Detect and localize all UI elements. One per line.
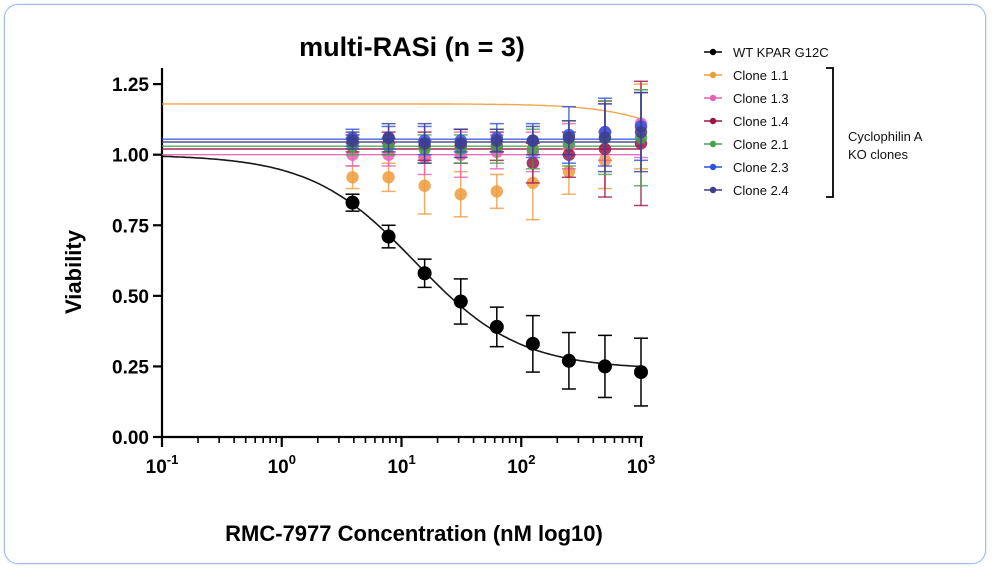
data-point (525, 336, 540, 351)
chart-title: multi-RASi (n = 3) (299, 32, 525, 62)
legend-label: Clone 1.4 (733, 114, 789, 129)
legend-marker (709, 186, 717, 194)
data-point (382, 131, 395, 144)
legend-label: Clone 1.1 (733, 68, 789, 83)
legend-marker (709, 94, 717, 102)
data-point (454, 188, 467, 201)
legend-marker (709, 71, 717, 79)
data-point (417, 266, 432, 281)
fit-curve (161, 155, 642, 368)
data-point (526, 134, 540, 147)
x-tick-label: 10-1 (146, 452, 179, 478)
bracket-label: Cyclophilin A (848, 129, 923, 144)
data-point (382, 171, 395, 184)
data-point (453, 294, 468, 309)
data-point (345, 195, 360, 210)
x-axis-label: RMC-7977 Concentration (nM log10) (225, 521, 603, 546)
y-tick-label: 0.25 (112, 357, 149, 378)
x-tick-label: 102 (507, 452, 535, 478)
legend-label: Clone 2.3 (733, 160, 789, 175)
legend-label: WT KPAR G12C (733, 45, 829, 60)
data-point (418, 179, 431, 192)
bracket-label: KO clones (848, 147, 908, 162)
data-point (490, 134, 504, 147)
fit-curve (162, 103, 642, 120)
data-point (634, 365, 648, 380)
legend-marker (709, 163, 717, 171)
x-tick-label: 100 (268, 452, 296, 478)
legend-label: Clone 1.3 (733, 91, 789, 106)
data-point (598, 131, 612, 144)
legend-marker (709, 117, 717, 125)
y-axis-label: Viability (61, 229, 86, 314)
legend-label: Clone 2.4 (733, 183, 789, 198)
y-tick-label: 0.00 (112, 428, 149, 449)
data-point (561, 353, 576, 368)
legend-bracket (826, 67, 834, 198)
data-point (346, 134, 359, 147)
legend-marker (709, 140, 717, 148)
data-point (346, 171, 359, 184)
legend-marker (709, 48, 717, 56)
y-tick-label: 1.00 (112, 146, 149, 167)
data-point (597, 359, 612, 374)
legend-label: Clone 2.1 (733, 137, 789, 152)
y-tick-label: 0.50 (112, 287, 149, 308)
data-point (489, 319, 504, 334)
x-tick-label: 103 (627, 452, 655, 478)
data-point (454, 137, 467, 150)
data-point (381, 229, 396, 244)
chart-frame (4, 4, 986, 564)
y-tick-label: 1.25 (112, 75, 149, 96)
y-tick-label: 0.75 (112, 216, 149, 237)
data-point (634, 125, 648, 139)
data-point (490, 185, 504, 198)
data-point (418, 137, 431, 150)
data-point (562, 131, 576, 144)
x-tick-label: 101 (387, 452, 415, 478)
